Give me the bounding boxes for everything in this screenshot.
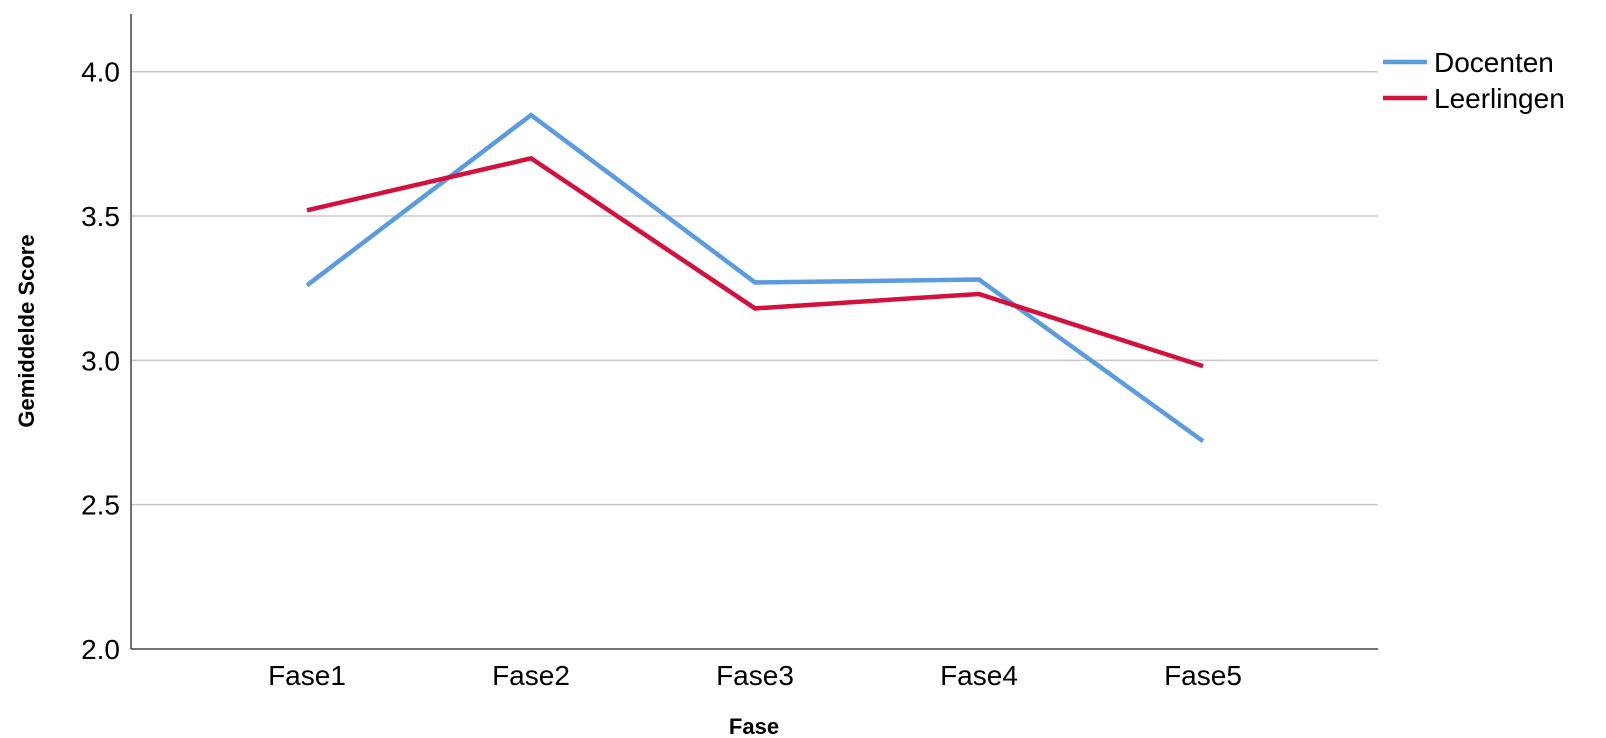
y-axis-title: Gemiddelde Score	[14, 234, 39, 427]
y-tick-label: 4.0	[81, 57, 120, 88]
y-tick-label: 2.5	[81, 490, 120, 521]
legend-label: Leerlingen	[1434, 83, 1565, 114]
series-line-leerlingen	[306, 155, 1204, 369]
x-tick-label: Fase5	[1164, 660, 1242, 691]
axes	[130, 14, 1378, 650]
x-tick-labels: Fase1 Fase2 Fase3 Fase4 Fase5	[268, 660, 1242, 691]
y-tick-label: 2.0	[81, 634, 120, 665]
series-line-docenten	[305, 112, 1205, 444]
y-tick-labels: 2.0 2.5 3.0 3.5 4.0	[81, 57, 120, 665]
legend: Docenten Leerlingen	[1383, 47, 1565, 114]
gridlines	[131, 70, 1378, 506]
y-tick-label: 3.5	[81, 201, 120, 232]
x-tick-label: Fase3	[716, 660, 794, 691]
y-tick-label: 3.0	[81, 345, 120, 376]
legend-label: Docenten	[1434, 47, 1554, 78]
series-lines	[305, 112, 1205, 444]
x-tick-label: Fase2	[492, 660, 570, 691]
x-axis-title: Fase	[729, 714, 779, 738]
x-tick-label: Fase1	[268, 660, 346, 691]
x-tick-label: Fase4	[940, 660, 1018, 691]
